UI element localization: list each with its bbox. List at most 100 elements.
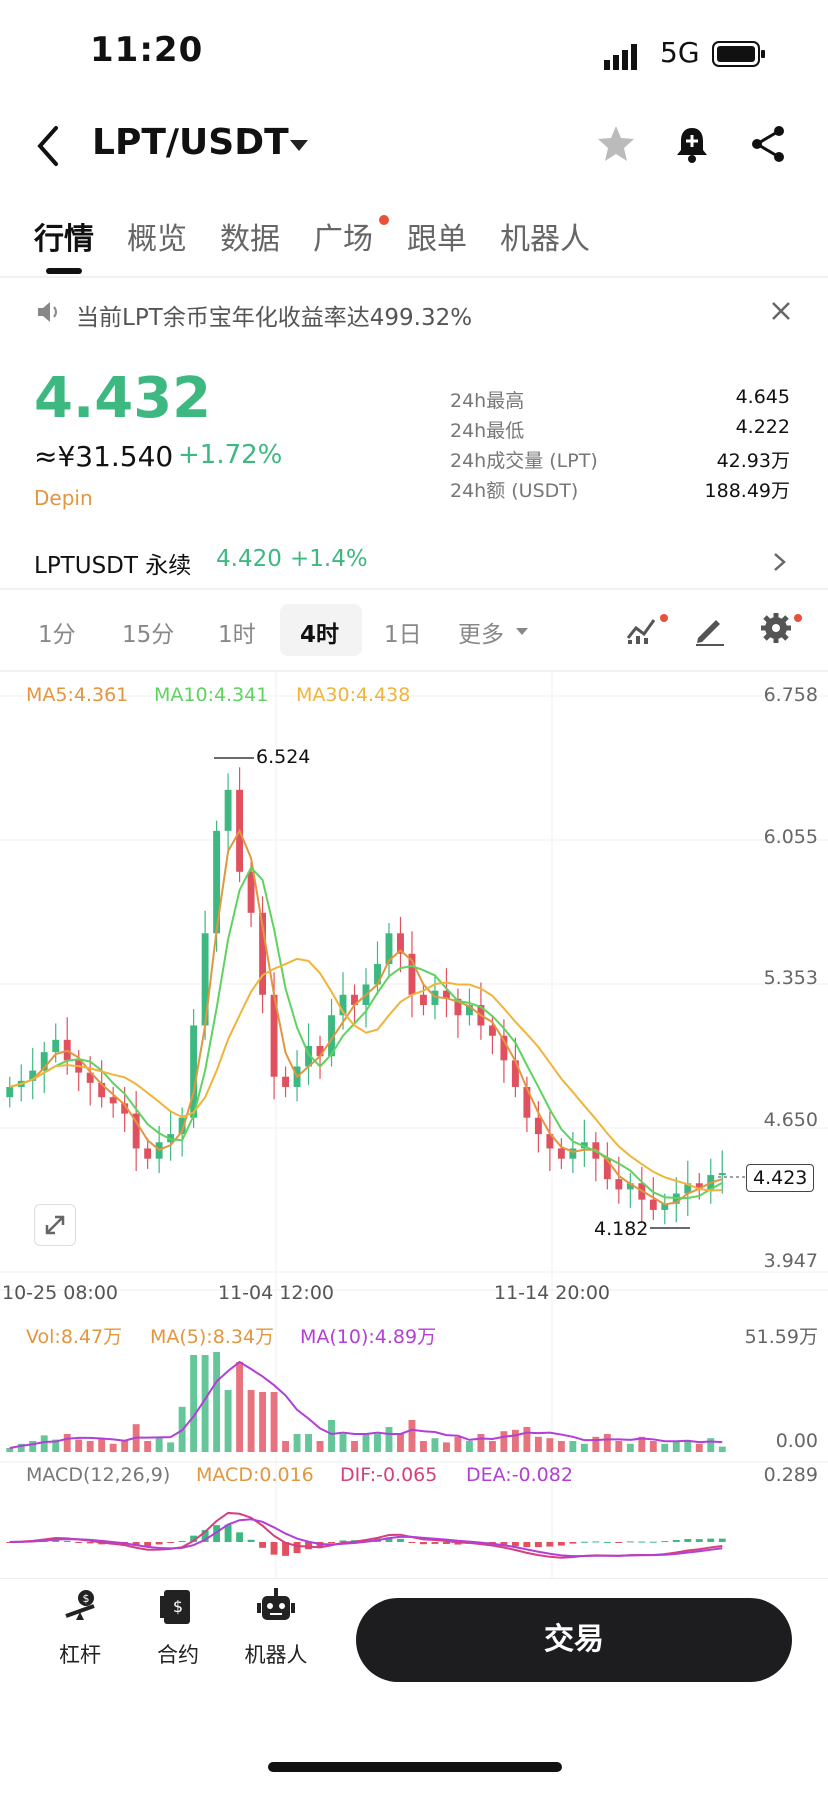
sector-tag[interactable]: Depin bbox=[34, 486, 93, 510]
candle-body bbox=[465, 1005, 473, 1016]
y-tick: 4.650 bbox=[763, 1109, 818, 1131]
candle-body bbox=[86, 1072, 94, 1083]
volume-bar bbox=[477, 1434, 485, 1452]
volume-bar bbox=[351, 1441, 358, 1452]
candle-body bbox=[328, 1015, 335, 1057]
chevron-right-icon[interactable] bbox=[772, 548, 788, 576]
volume-bar bbox=[98, 1438, 106, 1452]
interval-1m[interactable]: 1分 bbox=[38, 622, 76, 648]
macd-bar bbox=[224, 1524, 232, 1542]
x-tick: 11-14 20:00 bbox=[494, 1282, 611, 1304]
interval-4h[interactable]: 4时 bbox=[300, 622, 340, 648]
volume-bar bbox=[144, 1441, 152, 1452]
candle-body bbox=[500, 1035, 508, 1061]
perpetual-name[interactable]: LPTUSDT 永续 bbox=[34, 553, 192, 579]
tab-overview[interactable]: 概览 bbox=[127, 222, 187, 257]
volume-bar bbox=[305, 1434, 312, 1452]
interval-1h[interactable]: 1时 bbox=[218, 622, 256, 648]
macd-bar bbox=[201, 1530, 209, 1542]
nav-robot[interactable]: 机器人 bbox=[226, 1584, 326, 1669]
volume-bar bbox=[615, 1441, 623, 1452]
nav-leverage-label: 杠杆 bbox=[59, 1643, 101, 1667]
svg-text:$: $ bbox=[173, 1597, 183, 1616]
stat-volume-value: 42.93万 bbox=[716, 450, 790, 472]
tab-indicator bbox=[46, 268, 82, 274]
volume-bar bbox=[408, 1420, 416, 1452]
macd-bar bbox=[236, 1532, 244, 1542]
macd-bar bbox=[213, 1525, 221, 1542]
volume-bar bbox=[649, 1441, 657, 1452]
tab-data[interactable]: 数据 bbox=[220, 222, 280, 257]
volume-bar bbox=[52, 1439, 60, 1452]
trade-button[interactable]: 交易 bbox=[356, 1598, 792, 1682]
dif-line bbox=[9, 1511, 723, 1559]
tab-copy-trading[interactable]: 跟单 bbox=[407, 222, 467, 257]
alert-bell-icon[interactable] bbox=[670, 122, 714, 166]
nav-leverage[interactable]: $ 杠杆 bbox=[30, 1584, 130, 1669]
low-marker-label: 4.182 bbox=[594, 1218, 649, 1240]
volume-bar bbox=[511, 1429, 519, 1452]
home-indicator bbox=[268, 1762, 562, 1772]
volume-bar bbox=[431, 1438, 439, 1452]
expand-icon[interactable] bbox=[34, 1204, 76, 1246]
candle-body bbox=[224, 789, 232, 831]
star-icon[interactable] bbox=[594, 122, 638, 166]
candle-body bbox=[661, 1203, 669, 1210]
notice-text[interactable]: 当前LPT余币宝年化收益率达499.32% bbox=[76, 305, 473, 331]
candle-body bbox=[603, 1158, 611, 1180]
divider bbox=[0, 588, 828, 590]
interval-active-bg bbox=[280, 604, 362, 656]
interval-more[interactable]: 更多 bbox=[458, 622, 504, 648]
candle-body bbox=[339, 994, 347, 1016]
volume-bar bbox=[603, 1434, 611, 1452]
kline-chart[interactable] bbox=[0, 672, 828, 1592]
share-icon[interactable] bbox=[746, 122, 790, 166]
back-icon[interactable] bbox=[28, 118, 68, 174]
interval-1d[interactable]: 1日 bbox=[384, 622, 422, 648]
volume-bar bbox=[488, 1441, 496, 1452]
candle-body bbox=[98, 1082, 106, 1098]
candle-body bbox=[40, 1052, 48, 1071]
candle-body bbox=[546, 1134, 554, 1149]
macd-bar bbox=[695, 1539, 703, 1542]
volume-bar bbox=[109, 1443, 117, 1452]
y-tick: 3.947 bbox=[763, 1250, 818, 1272]
close-icon[interactable] bbox=[768, 298, 794, 324]
vol-max: 51.59万 bbox=[744, 1326, 818, 1348]
candle-body bbox=[511, 1060, 519, 1087]
volume-bar bbox=[270, 1392, 278, 1452]
volume-bar bbox=[707, 1438, 715, 1452]
interval-15m[interactable]: 15分 bbox=[122, 622, 175, 648]
volume-bar bbox=[167, 1442, 175, 1452]
candle-body bbox=[132, 1113, 140, 1149]
macd-bar bbox=[132, 1542, 140, 1547]
tab-bot[interactable]: 机器人 bbox=[500, 222, 590, 257]
ma-line bbox=[9, 828, 723, 1206]
tab-market[interactable]: 行情 bbox=[34, 222, 94, 257]
macd-bar bbox=[707, 1538, 715, 1542]
candle-body bbox=[213, 830, 221, 934]
macd-bar bbox=[557, 1542, 565, 1546]
settings-gear-icon[interactable] bbox=[756, 608, 796, 648]
current-price-marker: 4.423 bbox=[746, 1164, 815, 1192]
macd-bar bbox=[638, 1541, 646, 1543]
macd-bar bbox=[603, 1541, 611, 1543]
pair-title[interactable]: LPT/USDT bbox=[92, 122, 289, 163]
volume-bar bbox=[236, 1362, 244, 1452]
divider bbox=[0, 276, 828, 278]
candle-body bbox=[270, 994, 278, 1077]
draw-pen-icon[interactable] bbox=[690, 608, 730, 648]
candle-body bbox=[442, 990, 450, 999]
candle-body bbox=[718, 1173, 726, 1176]
candle-body bbox=[569, 1148, 577, 1159]
dea-value: DEA:-0.082 bbox=[466, 1464, 573, 1486]
macd-value: MACD:0.016 bbox=[196, 1464, 314, 1486]
nav-contract[interactable]: $ 合约 bbox=[128, 1584, 228, 1669]
tab-square[interactable]: 广场 bbox=[313, 222, 373, 257]
volume-bar bbox=[661, 1443, 669, 1452]
indicator-icon[interactable] bbox=[622, 608, 662, 648]
stat-high-label: 24h最高 bbox=[450, 390, 525, 412]
candle-body bbox=[144, 1148, 152, 1159]
divider bbox=[0, 670, 828, 672]
pair-dropdown-icon[interactable] bbox=[290, 140, 308, 151]
